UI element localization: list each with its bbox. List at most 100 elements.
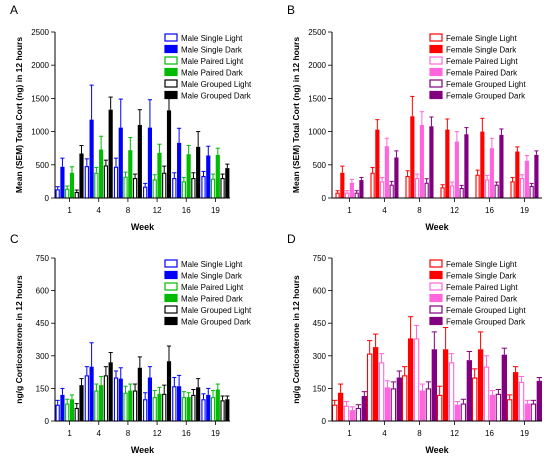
legend-swatch [164, 44, 178, 54]
legend-label: Female Single Dark [446, 272, 517, 281]
legend-swatch [164, 282, 178, 291]
bar [499, 134, 504, 198]
bar [74, 407, 79, 422]
bar [471, 377, 478, 422]
x-tick-label: 12 [153, 429, 162, 438]
y-tick-label: 1000 [31, 128, 49, 137]
x-tick-label: 16 [485, 206, 494, 215]
bar [519, 178, 525, 199]
legend-swatch [429, 282, 443, 291]
bar [69, 399, 75, 421]
legend-label: Male Grouped Light [181, 306, 252, 315]
bar [69, 172, 75, 198]
bar [449, 185, 455, 199]
bar [518, 381, 525, 422]
legend-label: Female Grouped Dark [446, 318, 526, 327]
x-axis-label: Week [425, 445, 449, 455]
bar [524, 403, 531, 421]
bar [60, 166, 65, 198]
legend-swatch [429, 293, 443, 303]
bar [201, 399, 206, 422]
bar [186, 154, 191, 198]
bar [454, 404, 461, 421]
bar [99, 385, 104, 421]
x-tick-label: 16 [182, 206, 191, 215]
bar [166, 110, 172, 198]
legend-label: Female Paired Dark [446, 295, 518, 304]
bar [215, 389, 220, 421]
bar [181, 181, 187, 199]
legend-swatch [164, 90, 178, 100]
bar [162, 172, 167, 199]
bar [375, 129, 380, 198]
legend-swatch [164, 259, 178, 268]
x-tick-label: 8 [126, 429, 131, 438]
bar [152, 397, 157, 422]
legend-label: Male Paired Light [181, 283, 244, 292]
bar [128, 390, 133, 421]
bar [137, 367, 142, 421]
y-tick-label: 0 [322, 194, 327, 203]
bar [191, 394, 196, 422]
legend-label: Female Paired Light [446, 283, 518, 292]
bar [355, 407, 362, 422]
legend-swatch [429, 79, 443, 88]
bar [89, 366, 94, 421]
bar [157, 152, 162, 198]
bar [172, 178, 177, 199]
legend-swatch [429, 90, 443, 100]
bar [99, 149, 104, 198]
bar [405, 176, 410, 199]
bar [483, 366, 490, 422]
bar [79, 385, 84, 421]
bar [431, 349, 437, 421]
legend-swatch [164, 316, 178, 326]
bar [448, 362, 455, 422]
legend-label: Female Single Light [446, 260, 517, 269]
bar [128, 150, 133, 198]
bar [501, 354, 507, 421]
y-tick-label: 450 [36, 319, 50, 328]
bar [143, 399, 148, 422]
bar [359, 180, 364, 198]
bar [79, 153, 84, 198]
bar [215, 154, 220, 198]
bar [337, 392, 344, 421]
bar [335, 192, 340, 199]
bar [186, 397, 191, 421]
bar [480, 131, 485, 198]
bar [65, 403, 70, 422]
x-tick-label: 19 [520, 429, 529, 438]
bar [103, 165, 109, 199]
legend-swatch [164, 33, 178, 42]
bar [484, 179, 490, 199]
x-tick-label: 1 [67, 429, 72, 438]
bar [344, 192, 350, 199]
panel-a: A 0 500 1000 1500 2000 2500 Mean (SEM) Total Co… [10, 3, 252, 232]
bar [459, 187, 464, 199]
legend-label: Female Grouped Light [446, 306, 526, 315]
legend-label: Male Grouped Dark [181, 318, 252, 327]
bar [113, 166, 119, 199]
bar [510, 181, 515, 199]
bar [89, 119, 94, 198]
x-tick-label: 19 [211, 429, 220, 438]
bar [60, 394, 65, 421]
legend-swatch [429, 33, 443, 42]
x-tick-label: 16 [182, 429, 191, 438]
legend-label: Male Grouped Dark [181, 92, 252, 101]
bar [225, 168, 230, 198]
bar [210, 178, 216, 199]
bar [94, 390, 99, 422]
y-tick-label: 1500 [308, 94, 326, 103]
bar [147, 377, 153, 421]
bar [410, 116, 415, 198]
bar [524, 160, 529, 198]
bar [419, 390, 426, 421]
bar [166, 361, 172, 421]
bar [529, 185, 534, 199]
bar [113, 377, 119, 422]
bar [55, 189, 60, 199]
x-tick-label: 8 [417, 206, 422, 215]
